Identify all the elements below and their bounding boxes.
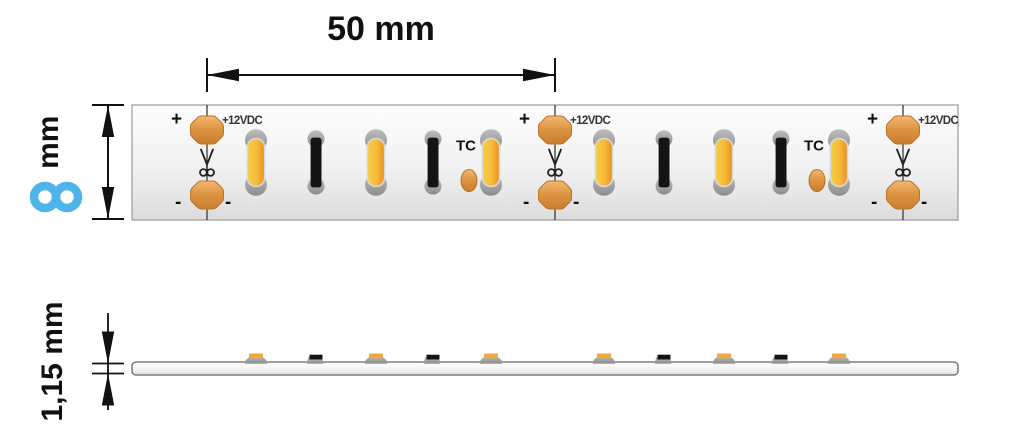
svg-text:+: + xyxy=(171,109,182,130)
svg-text:-: - xyxy=(523,192,529,213)
svg-text:-: - xyxy=(921,192,927,213)
svg-text:+: + xyxy=(867,109,878,130)
svg-text:-: - xyxy=(225,192,231,213)
svg-text:-: - xyxy=(871,192,877,213)
svg-text:+12VDC: +12VDC xyxy=(570,115,610,127)
svg-text:1,15 mm: 1,15 mm xyxy=(36,301,69,421)
svg-text:-: - xyxy=(573,192,579,213)
svg-text:+12VDC: +12VDC xyxy=(918,115,958,127)
svg-text:50 mm: 50 mm xyxy=(327,10,435,48)
svg-text:+12VDC: +12VDC xyxy=(222,115,262,127)
svg-text:mm: mm xyxy=(32,116,65,169)
svg-text:+: + xyxy=(519,109,530,130)
svg-text:TC: TC xyxy=(456,138,476,155)
svg-text:-: - xyxy=(175,192,181,213)
svg-text:TC: TC xyxy=(804,138,824,155)
